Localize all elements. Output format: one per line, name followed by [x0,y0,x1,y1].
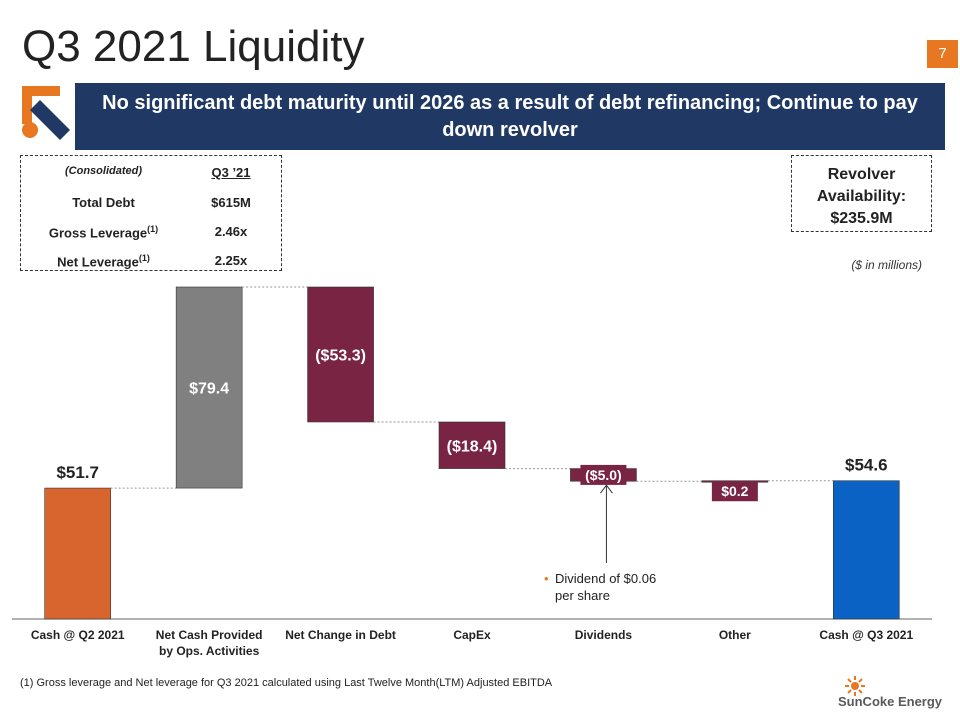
x-tick-label: Cash @ Q3 2021 [819,628,914,642]
table-row: Total Debt $615M [21,195,281,215]
row-note: (1) [147,224,159,234]
value-label: ($18.4) [447,438,498,455]
corner-logo [22,86,70,140]
x-tick-label: Net Change in Debt [285,628,396,642]
row-value: 2.46x [214,224,248,239]
row-label: Gross Leverage [48,225,148,241]
annotation: • Dividend of $0.06 per share [544,571,657,603]
row-label: Total Debt [72,195,135,210]
sun-icon [845,676,865,696]
x-tick-label: Net Cash Provided by Ops. Activities [155,628,263,658]
value-label: $0.2 [721,483,748,499]
summary-table: (Consolidated) Q3 ’21 Total Debt $615M G… [20,155,282,271]
row-label: Net Leverage [57,254,139,270]
footnote: (1) Gross leverage and Net leverage for … [20,677,553,689]
value-label: $54.6 [845,456,888,475]
bar [307,286,374,423]
slide-title: Q3 2021 Liquidity [22,22,365,71]
x-tick-label: CapEx [453,628,491,642]
units-note: ($ in millions) [851,258,922,272]
bar [175,286,243,489]
table-header: (Consolidated) Q3 ’21 [21,165,281,185]
label-box [711,481,758,502]
logo-text: SunCoke Energy [838,694,943,709]
revolver-label: Revolver Availability: [816,166,907,205]
header-cell: Q3 ’21 [211,165,251,180]
annotation-text: Dividend of $0.06 per share [555,571,657,603]
value-label: $79.4 [189,381,229,398]
bar [44,487,112,620]
row-value: $615M [211,195,251,210]
value-label: ($5.0) [585,467,622,483]
x-tick-label: Dividends [574,628,633,642]
label-box [580,464,627,485]
page-number: 7 [927,40,958,68]
revolver-box: Revolver Availability: $235.9M [791,155,932,232]
revolver-value: $235.9M [830,210,893,227]
x-tick-label: Other [718,628,751,642]
bar [438,421,506,469]
table-row: Gross Leverage(1) 2.46x [21,224,281,244]
row-note: (1) [138,253,150,263]
value-label: ($53.3) [315,347,366,364]
banner: No significant debt maturity until 2026 … [75,83,945,150]
header-cell: (Consolidated) [65,165,142,177]
table-row: Net Leverage(1) 2.25x [21,253,281,273]
value-label: $51.7 [56,463,99,482]
x-tick-label: Cash @ Q2 2021 [30,628,125,642]
row-value: 2.25x [214,253,248,268]
arrow-head [600,484,613,494]
bar [832,480,900,620]
